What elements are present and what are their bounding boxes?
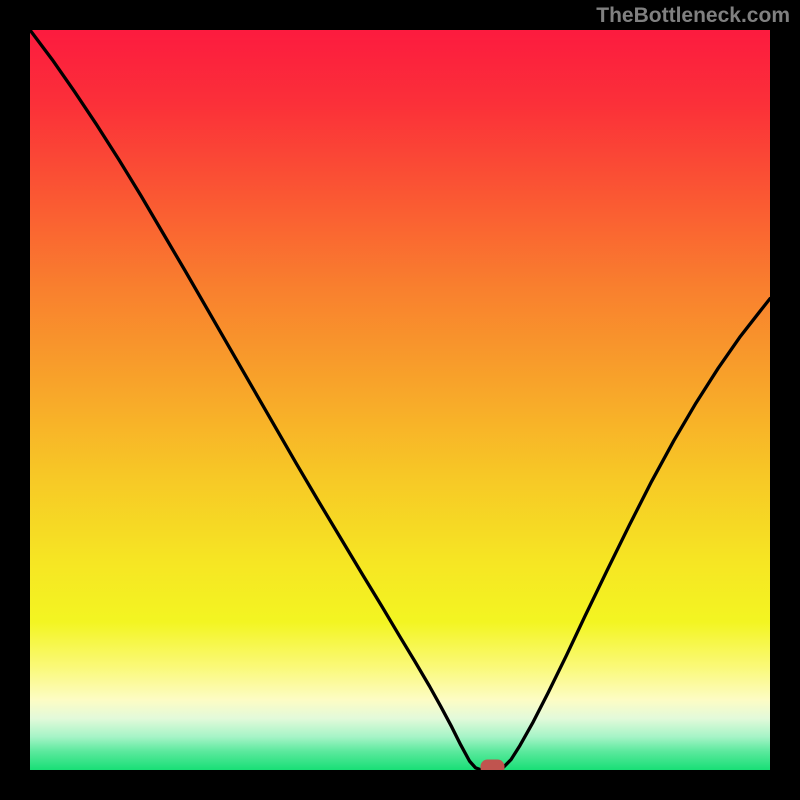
- chart-canvas: TheBottleneck.com: [0, 0, 800, 800]
- optimum-marker: [481, 760, 505, 770]
- bottleneck-plot: [30, 30, 770, 770]
- plot-background: [30, 30, 770, 770]
- watermark-text: TheBottleneck.com: [596, 4, 790, 28]
